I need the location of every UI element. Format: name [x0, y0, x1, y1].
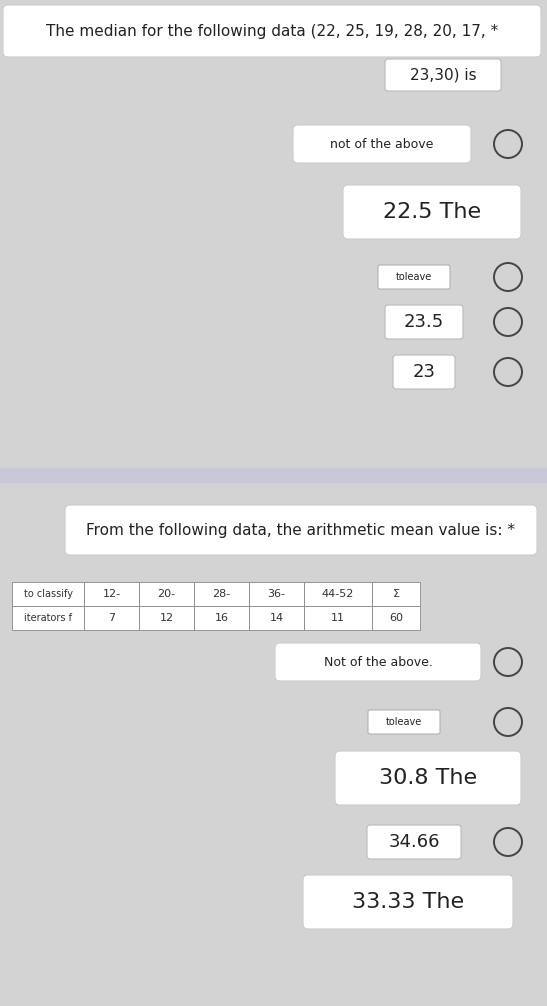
Text: 36-: 36- — [267, 589, 286, 599]
Text: not of the above: not of the above — [330, 138, 434, 151]
Text: Not of the above.: Not of the above. — [324, 656, 433, 669]
FancyBboxPatch shape — [343, 185, 521, 239]
Bar — [372, 582, 420, 606]
Bar — [84, 606, 139, 630]
FancyBboxPatch shape — [303, 875, 513, 929]
FancyBboxPatch shape — [378, 265, 450, 289]
Bar — [12, 582, 84, 606]
FancyBboxPatch shape — [65, 505, 537, 555]
Text: 7: 7 — [108, 613, 115, 623]
Bar — [12, 606, 84, 630]
FancyBboxPatch shape — [393, 355, 455, 389]
Text: to classify: to classify — [24, 589, 73, 599]
Bar — [139, 582, 194, 606]
Bar — [249, 606, 304, 630]
Text: 33.33 The: 33.33 The — [352, 892, 464, 912]
FancyBboxPatch shape — [367, 825, 461, 859]
FancyBboxPatch shape — [293, 125, 471, 163]
Text: iterators f: iterators f — [24, 613, 72, 623]
FancyBboxPatch shape — [368, 710, 440, 734]
Text: 11: 11 — [331, 613, 345, 623]
Text: 22.5 The: 22.5 The — [383, 202, 481, 222]
Text: 44-52: 44-52 — [322, 589, 354, 599]
Text: The median for the following data (22, 25, 19, 28, 20, 17, *: The median for the following data (22, 2… — [46, 23, 498, 38]
FancyBboxPatch shape — [335, 751, 521, 805]
Text: 23,30) is: 23,30) is — [410, 67, 476, 82]
Text: 12-: 12- — [102, 589, 120, 599]
Bar — [0, 468, 547, 482]
Text: toleave: toleave — [396, 272, 432, 282]
Text: 16: 16 — [214, 613, 229, 623]
Bar — [304, 582, 372, 606]
Text: 12: 12 — [159, 613, 173, 623]
Text: 28-: 28- — [212, 589, 231, 599]
Text: 20-: 20- — [158, 589, 176, 599]
Bar — [194, 606, 249, 630]
FancyBboxPatch shape — [3, 5, 541, 57]
Text: Σ: Σ — [393, 589, 399, 599]
Bar — [84, 582, 139, 606]
Bar — [249, 582, 304, 606]
Bar — [139, 606, 194, 630]
Text: From the following data, the arithmetic mean value is: *: From the following data, the arithmetic … — [86, 522, 515, 537]
Text: 23: 23 — [412, 363, 435, 381]
FancyBboxPatch shape — [275, 643, 481, 681]
FancyBboxPatch shape — [385, 59, 501, 91]
Bar — [372, 606, 420, 630]
Text: 14: 14 — [270, 613, 283, 623]
Text: 60: 60 — [389, 613, 403, 623]
Text: toleave: toleave — [386, 717, 422, 727]
Text: 34.66: 34.66 — [388, 833, 440, 851]
Text: 23.5: 23.5 — [404, 313, 444, 331]
Bar — [194, 582, 249, 606]
Bar — [304, 606, 372, 630]
Text: 30.8 The: 30.8 The — [379, 768, 477, 788]
FancyBboxPatch shape — [385, 305, 463, 339]
